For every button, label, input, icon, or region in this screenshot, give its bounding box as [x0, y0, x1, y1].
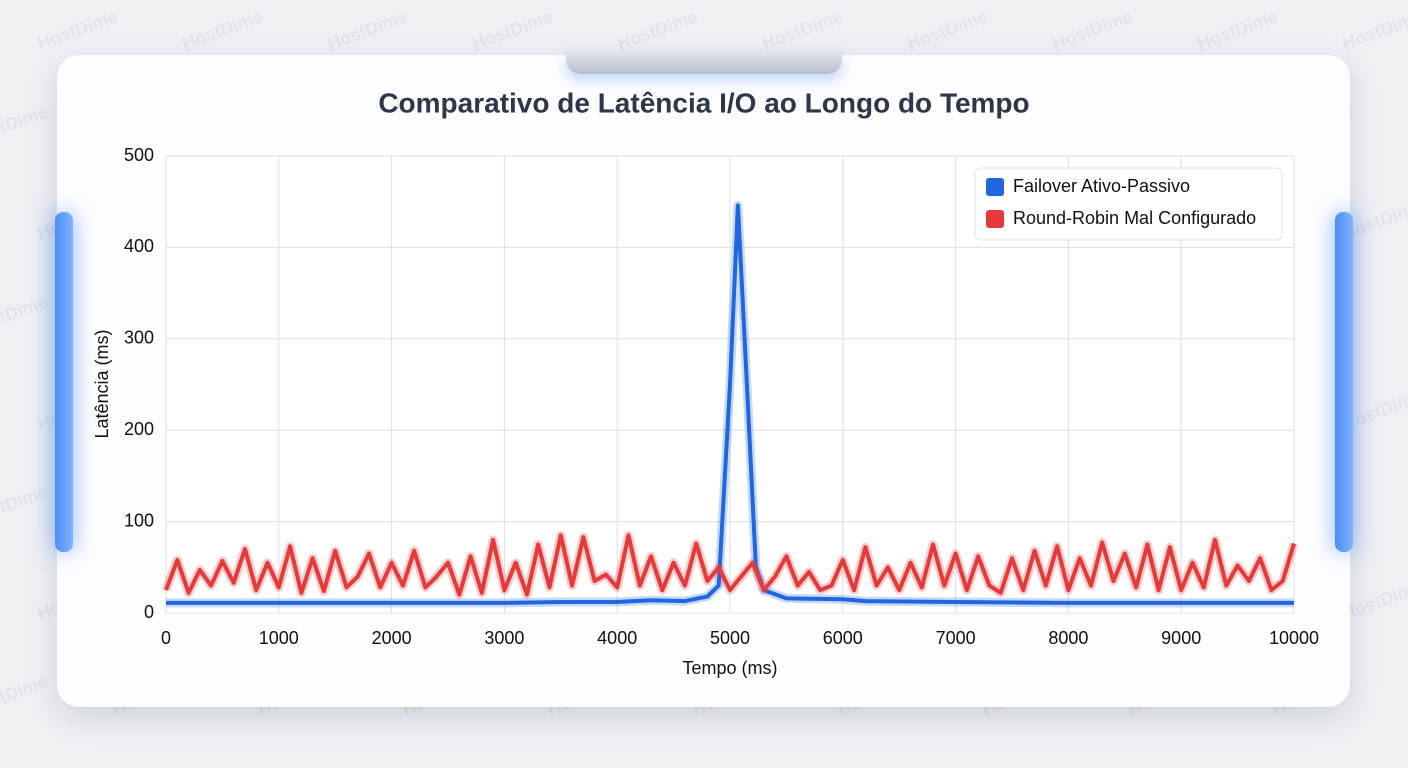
y-tick-label: 100 [124, 510, 154, 530]
side-glow [1335, 212, 1353, 552]
x-tick-label: 5000 [710, 628, 750, 648]
legend-swatch [986, 210, 1004, 228]
card-tab [566, 52, 842, 74]
legend-box [974, 167, 1283, 241]
legend-swatch [986, 178, 1004, 196]
x-tick-label: 6000 [823, 628, 863, 648]
x-tick-label: 1000 [259, 628, 299, 648]
y-tick-label: 500 [124, 145, 154, 165]
x-tick-label: 7000 [936, 628, 976, 648]
y-tick-label: 0 [144, 602, 154, 622]
x-tick-label: 2000 [372, 628, 412, 648]
y-tick-label: 400 [124, 236, 154, 256]
legend-label: Round-Robin Mal Configurado [1013, 208, 1256, 228]
y-tick-label: 200 [124, 419, 154, 439]
x-tick-label: 0 [161, 628, 171, 648]
x-tick-label: 8000 [1048, 628, 1088, 648]
x-tick-label: 10000 [1269, 628, 1319, 648]
y-axis-label: Latência (ms) [92, 329, 112, 438]
x-tick-label: 4000 [597, 628, 637, 648]
x-axis-label: Tempo (ms) [682, 658, 777, 678]
series-line [164, 533, 1296, 597]
y-tick-label: 300 [124, 328, 154, 348]
x-tick-label: 9000 [1161, 628, 1201, 648]
side-glow [55, 212, 73, 552]
series-line [166, 203, 1294, 605]
legend-label: Failover Ativo-Passivo [1013, 176, 1190, 196]
x-tick-label: 3000 [484, 628, 524, 648]
chart-title: Comparativo de Latência I/O ao Longo do … [378, 87, 1029, 118]
